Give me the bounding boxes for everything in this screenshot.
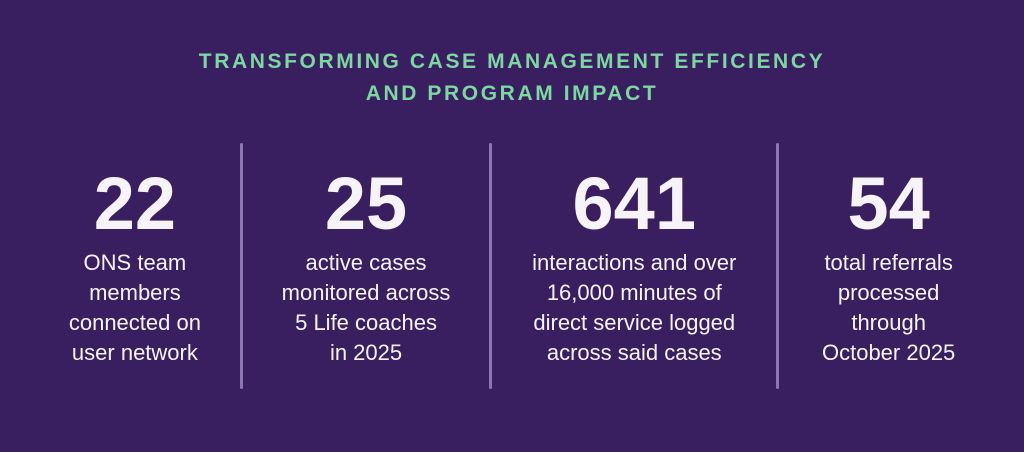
stat-description-line: October 2025 (821, 340, 956, 365)
stat-description-line: connected on (68, 310, 201, 335)
stat-description-line: across said cases (546, 340, 722, 365)
stat-description-line: members (89, 280, 181, 305)
stat-description-line: direct service logged (533, 310, 736, 335)
stat-description-line: user network (71, 340, 198, 365)
stat-description-line: monitored across (281, 280, 451, 305)
stat-description-line: active cases (305, 250, 427, 275)
stat-description-line: ONS team (83, 250, 187, 275)
stat-value: 641 (572, 162, 696, 245)
stat-value: 25 (324, 162, 408, 245)
banner-title-line-1: TRANSFORMING CASE MANAGEMENT EFFICIENCY (198, 50, 826, 73)
stat-description-line: processed (837, 280, 940, 305)
stat-card-referrals: 54 total referrals processed through Oct… (779, 143, 998, 389)
stat-value: 22 (93, 162, 177, 245)
stat-card-team-members: 22 ONS team members connected on user ne… (30, 143, 240, 389)
banner-title-line-2: AND PROGRAM IMPACT (365, 82, 659, 105)
column-divider (239, 143, 243, 389)
stat-description-line: interactions and over (532, 250, 737, 275)
stat-description-line: through (851, 310, 926, 335)
stat-description: interactions and over 16,000 minutes of … (492, 248, 776, 368)
stat-description-line: 16,000 minutes of (546, 280, 722, 305)
stat-description: ONS team members connected on user netwo… (30, 248, 240, 368)
stat-description-line: total referrals (824, 250, 953, 275)
banner-title: TRANSFORMING CASE MANAGEMENT EFFICIENCY … (0, 46, 1024, 110)
stat-description: active cases monitored across 5 Life coa… (243, 248, 489, 368)
stat-card-interactions: 641 interactions and over 16,000 minutes… (492, 143, 776, 389)
stat-description: total referrals processed through Octobe… (779, 248, 998, 368)
stat-card-active-cases: 25 active cases monitored across 5 Life … (243, 143, 489, 389)
stat-description-line: 5 Life coaches (295, 310, 437, 335)
stat-value: 54 (847, 162, 930, 245)
banner-header: TRANSFORMING CASE MANAGEMENT EFFICIENCY … (0, 0, 1024, 110)
stat-description-line: in 2025 (329, 340, 403, 365)
column-divider (489, 143, 493, 389)
stats-row: 22 ONS team members connected on user ne… (0, 143, 1024, 389)
column-divider (776, 143, 780, 389)
